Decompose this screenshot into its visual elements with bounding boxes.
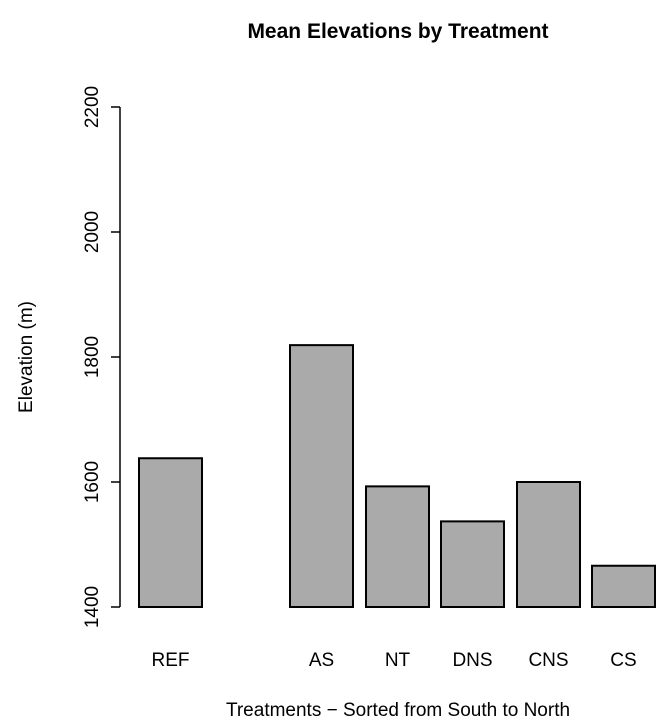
y-tick-label: 1600 bbox=[82, 461, 103, 503]
x-tick-labels: REF AS NT DNS CNS CS bbox=[152, 650, 637, 671]
x-tick-label-dns: DNS bbox=[452, 650, 492, 671]
y-tick-label: 2000 bbox=[82, 211, 103, 253]
bar-ref bbox=[138, 457, 203, 608]
bar-cns bbox=[516, 481, 581, 608]
y-tick-label: 1400 bbox=[82, 586, 103, 628]
bar-nt bbox=[365, 485, 430, 608]
y-axis: 1400 1600 1800 2000 2200 bbox=[82, 86, 121, 628]
y-axis-label: Elevation (m) bbox=[16, 301, 37, 413]
x-tick-label-cs: CS bbox=[610, 650, 636, 671]
x-axis-label: Treatments − Sorted from South to North bbox=[226, 700, 570, 721]
bars-layer bbox=[138, 344, 656, 608]
bar-dns bbox=[440, 520, 505, 608]
bar-cs bbox=[591, 564, 656, 608]
chart-title: Mean Elevations by Treatment bbox=[247, 20, 548, 43]
x-tick-label-cns: CNS bbox=[528, 650, 568, 671]
y-tick-label: 1800 bbox=[82, 336, 103, 378]
bar-as bbox=[289, 344, 354, 608]
x-tick-label-nt: NT bbox=[385, 650, 411, 671]
x-tick-label-ref: REF bbox=[152, 650, 190, 671]
x-tick-label-as: AS bbox=[309, 650, 334, 671]
y-tick-label: 2200 bbox=[82, 86, 103, 128]
